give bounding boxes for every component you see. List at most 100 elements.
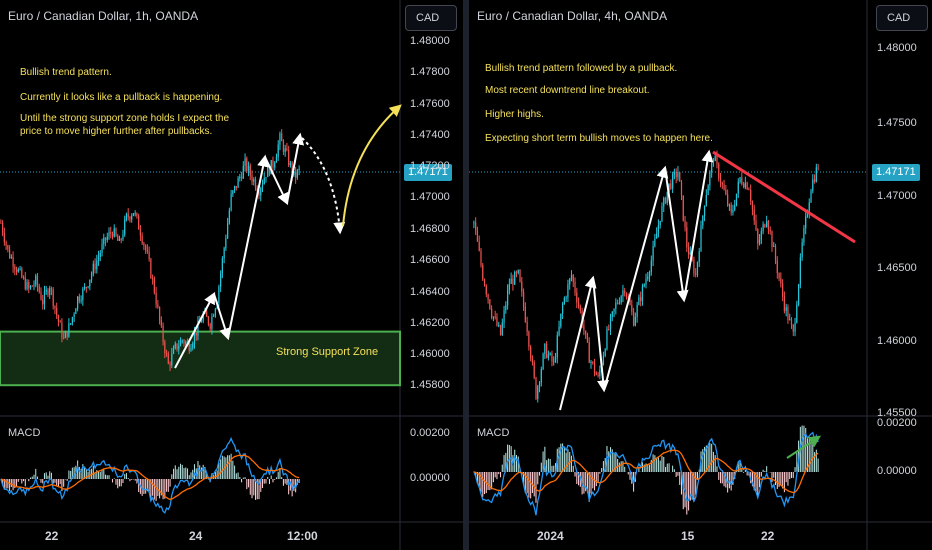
candle-body [131, 215, 133, 220]
candle-body [122, 234, 124, 240]
candle-body [485, 285, 487, 295]
candle-body [295, 171, 297, 178]
candle-body [719, 178, 722, 183]
candle-body [725, 189, 727, 195]
macd-tick-label: 0.00000 [877, 465, 917, 477]
price-tick-label: 1.46600 [410, 254, 450, 266]
candle-body [808, 202, 810, 214]
currency-button[interactable]: CAD [405, 5, 457, 31]
candle-body [530, 346, 532, 359]
last-price-tag: 1.47171 [404, 164, 452, 181]
candle-body [755, 220, 757, 230]
candle-body [209, 324, 211, 329]
candle-body [478, 241, 480, 251]
wave-arrow [683, 149, 714, 301]
macd-label: MACD [477, 427, 510, 439]
candle-body [506, 289, 509, 306]
candle-body [631, 304, 633, 312]
candle-body [220, 273, 222, 287]
candle-body [624, 290, 626, 294]
candle-body [218, 286, 220, 303]
candle-body [503, 310, 505, 323]
wave-arrow [559, 275, 597, 411]
candle-body [263, 177, 265, 185]
candle-body [185, 341, 187, 344]
candle-body [606, 328, 608, 350]
candle-body [750, 189, 752, 202]
candle-body [629, 298, 631, 305]
candle-body [45, 290, 47, 292]
chart-canvas-1h[interactable] [0, 0, 463, 550]
candle-body [246, 158, 248, 171]
candle-body [207, 316, 210, 325]
candle-body [96, 260, 98, 270]
candle-body [110, 232, 112, 234]
candle-body [535, 377, 537, 399]
candle-body [726, 194, 729, 206]
candle-body [739, 177, 741, 182]
candle-body [143, 243, 145, 246]
panel-divider[interactable] [463, 0, 469, 550]
candle-body [49, 288, 51, 295]
currency-button[interactable]: CAD [876, 5, 928, 31]
candle-body [505, 305, 507, 311]
candle-body [94, 263, 96, 270]
candle-body [762, 224, 764, 232]
candle-body [83, 287, 86, 289]
price-tick-label: 1.47400 [410, 129, 450, 141]
candle-body [288, 149, 290, 166]
candle-body [640, 297, 642, 301]
candle-body [549, 353, 551, 355]
candle-body [707, 185, 709, 196]
candle-body [22, 277, 25, 279]
candle-body [602, 355, 605, 365]
candle-body [14, 266, 16, 270]
candle-body [494, 316, 496, 318]
wave-arrow [174, 291, 216, 369]
candle-body [153, 278, 155, 293]
macd-tick-label: 0.00200 [410, 427, 450, 439]
candle-body [686, 227, 688, 248]
candle-body [737, 181, 739, 194]
candle-body [480, 250, 482, 266]
candle-body [531, 358, 534, 363]
chart-panel-4h[interactable]: Euro / Canadian Dollar, 4h, OANDA CAD Bu… [469, 0, 932, 550]
annotation-note: Higher highs. [485, 109, 544, 120]
candle-body [70, 323, 72, 325]
candle-body [47, 290, 49, 295]
candle-body [228, 210, 230, 224]
candle-body [753, 209, 755, 221]
candle-body [538, 382, 541, 387]
candle-body [565, 297, 567, 299]
x-tick-label: 22 [45, 529, 59, 543]
candle-body [155, 292, 157, 305]
candle-body [744, 182, 746, 188]
candle-body [35, 275, 37, 285]
candle-body [585, 330, 587, 334]
chart-canvas-4h[interactable] [469, 0, 932, 550]
candle-body [547, 354, 550, 358]
candle-body [2, 222, 4, 234]
candle-body [554, 357, 557, 362]
bullish-projection-arrow [342, 104, 402, 227]
candle-body [491, 308, 493, 318]
annotation-note: Bullish trend pattern. [20, 67, 112, 78]
candle-body [275, 156, 278, 163]
candle-body [242, 165, 244, 179]
price-tick-label: 1.46200 [410, 317, 450, 329]
candle-body [78, 296, 80, 301]
candle-body [157, 304, 159, 308]
price-tick-label: 1.46000 [877, 335, 917, 347]
chart-panel-1h[interactable]: Euro / Canadian Dollar, 1h, OANDA CAD Bu… [0, 0, 463, 550]
candle-body [716, 156, 718, 164]
pullback-arrow [301, 137, 346, 235]
last-price-tag: 1.47171 [872, 164, 920, 181]
candle-body [712, 161, 715, 163]
candle-body [650, 260, 652, 273]
candle-body [197, 321, 199, 336]
candle-body [77, 296, 79, 309]
candle-body [104, 237, 107, 241]
candle-body [805, 216, 807, 229]
candle-body [741, 177, 743, 184]
candle-body [24, 277, 26, 290]
